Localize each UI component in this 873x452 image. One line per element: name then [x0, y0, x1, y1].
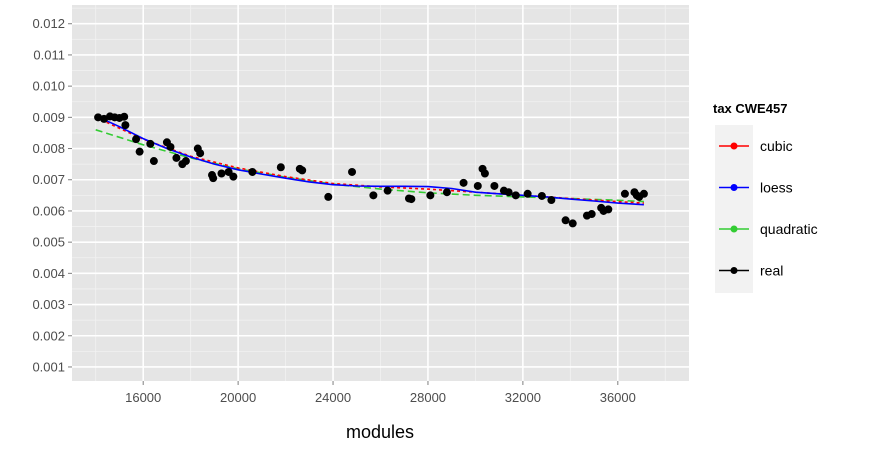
data-point-real — [459, 178, 468, 187]
data-point-real — [324, 192, 333, 201]
y-tick-label: 0.004 — [32, 266, 65, 281]
data-point-real — [276, 163, 285, 172]
grid-minor — [72, 5, 689, 381]
data-point-real — [561, 216, 570, 225]
y-tick-label: 0.010 — [32, 79, 65, 94]
y-tick-label: 0.011 — [33, 47, 65, 62]
data-point-real — [490, 181, 499, 190]
y-tick-label: 0.009 — [32, 110, 65, 125]
x-tick-label: 28000 — [410, 390, 446, 405]
data-point-real — [217, 169, 226, 178]
legend-entry-loess: loess — [719, 180, 793, 196]
data-point-real — [248, 167, 257, 176]
data-point-real — [120, 112, 129, 121]
data-point-real — [348, 167, 357, 176]
x-axis: 16000 20000 24000 28000 32000 36000 — [125, 381, 636, 405]
y-tick-label: 0.003 — [32, 297, 65, 312]
data-point-real — [121, 121, 130, 130]
legend-key-point — [730, 142, 738, 150]
data-point-real — [426, 191, 435, 200]
legend-label: cubic — [760, 138, 793, 154]
legend-title: tax CWE457 — [713, 101, 787, 116]
data-point-real — [480, 169, 489, 178]
series-line-quadratic — [95, 129, 644, 203]
data-point-real — [369, 191, 378, 200]
y-tick-label: 0.007 — [32, 172, 65, 187]
legend-key-point — [730, 184, 738, 191]
x-axis-label: modules — [346, 422, 414, 442]
x-tick-label: 36000 — [600, 390, 636, 405]
legend-label: real — [760, 263, 783, 279]
legend-entry-cubic: cubic — [719, 138, 793, 154]
legend-label: loess — [760, 180, 793, 196]
legend-entry-real: real — [719, 263, 783, 279]
x-tick-label: 16000 — [125, 390, 161, 405]
y-tick-label: 0.002 — [32, 328, 65, 343]
data-point-real — [196, 149, 205, 158]
data-point-real — [442, 188, 451, 197]
data-point-real — [229, 172, 238, 181]
legend-label: quadratic — [760, 221, 818, 237]
data-point-real — [149, 157, 158, 166]
series-points — [94, 112, 648, 228]
y-tick-label: 0.012 — [32, 16, 65, 31]
y-tick-label: 0.005 — [32, 235, 65, 250]
data-point-real — [473, 181, 482, 190]
y-tick-label: 0.001 — [32, 359, 65, 374]
x-tick-label: 24000 — [315, 390, 351, 405]
legend: tax CWE457 cubic loess quadratic real — [713, 101, 818, 293]
data-point-real — [298, 166, 307, 175]
data-point-real — [146, 139, 155, 148]
legend-entry-quadratic: quadratic — [719, 221, 818, 237]
data-point-real — [407, 195, 416, 204]
y-tick-label: 0.008 — [32, 141, 65, 156]
data-point-real — [209, 174, 218, 183]
data-point-real — [166, 142, 175, 151]
x-tick-label: 32000 — [505, 390, 541, 405]
data-point-real — [383, 186, 392, 195]
y-tick-label: 0.006 — [32, 203, 65, 218]
data-point-real — [181, 157, 190, 166]
data-point-real — [504, 188, 513, 197]
legend-key-point — [730, 267, 738, 274]
data-point-real — [537, 191, 546, 200]
legend-entries: cubic loess quadratic real — [719, 138, 818, 279]
data-point-real — [523, 189, 532, 198]
legend-key-background — [715, 125, 753, 293]
y-axis: 0.001 0.002 0.003 0.004 0.005 0.006 0.007 0.008… — [32, 16, 72, 374]
grid-major — [72, 5, 689, 381]
data-point-real — [620, 189, 629, 198]
data-point-real — [135, 147, 144, 156]
x-tick-label: 20000 — [220, 390, 256, 405]
data-point-real — [604, 205, 613, 214]
data-point-real — [587, 210, 596, 219]
data-point-real — [511, 191, 520, 200]
data-point-real — [547, 196, 556, 205]
data-point-real — [172, 153, 181, 162]
data-point-real — [568, 219, 577, 228]
data-point-real — [639, 189, 648, 198]
data-point-real — [132, 135, 141, 144]
legend-key-point — [730, 225, 738, 233]
